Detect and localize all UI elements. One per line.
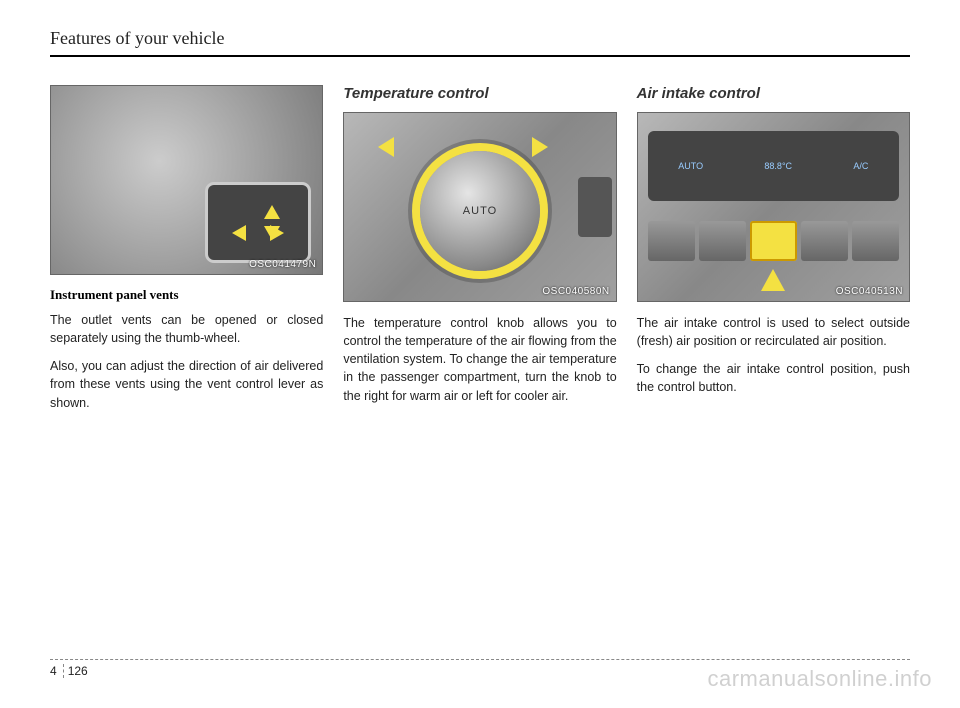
- control-button: [801, 221, 848, 261]
- figure-caption: Instrument panel vents: [50, 287, 323, 303]
- watermark-text: carmanualsonline.info: [707, 666, 932, 692]
- control-button: [852, 221, 899, 261]
- display-temp-label: 88.8°C: [764, 161, 792, 171]
- rotate-right-arrow-icon: [532, 137, 548, 157]
- arrow-up-icon: [264, 205, 280, 219]
- vent-closeup: [208, 185, 308, 260]
- footer-rule: [50, 659, 910, 660]
- figure-instrument-panel-vents: OSC041479N: [50, 85, 323, 275]
- arrow-left-icon: [232, 225, 246, 241]
- button-row: [648, 221, 899, 261]
- section-heading: Temperature control: [343, 85, 616, 102]
- paragraph: The air intake control is used to select…: [637, 314, 910, 350]
- paragraph: The outlet vents can be opened or closed…: [50, 311, 323, 347]
- figure-code-label: OSC040580N: [542, 286, 609, 297]
- paragraph: The temperature control knob allows you …: [343, 314, 616, 405]
- page-header-title: Features of your vehicle: [50, 28, 910, 55]
- control-button: [648, 221, 695, 261]
- column-1: OSC041479N Instrument panel vents The ou…: [50, 85, 323, 422]
- control-button: [699, 221, 746, 261]
- side-display: [578, 177, 612, 237]
- display-ac-label: A/C: [853, 161, 868, 171]
- paragraph: Also, you can adjust the direction of ai…: [50, 357, 323, 411]
- page-number: 126: [68, 664, 88, 678]
- climate-display-panel: AUTO 88.8°C A/C: [648, 131, 899, 201]
- air-intake-button-highlight: [750, 221, 797, 261]
- figure-air-intake-control: AUTO 88.8°C A/C OSC040513N: [637, 112, 910, 302]
- figure-code-label: OSC041479N: [249, 259, 316, 270]
- paragraph: To change the air intake control positio…: [637, 360, 910, 396]
- figure-code-label: OSC040513N: [836, 286, 903, 297]
- section-number: 4: [50, 664, 64, 678]
- rotate-left-arrow-icon: [378, 137, 394, 157]
- header-rule: [50, 55, 910, 57]
- display-auto-label: AUTO: [678, 161, 703, 171]
- arrow-up-icon: [761, 269, 785, 291]
- figure-temperature-control: AUTO OSC040580N: [343, 112, 616, 302]
- column-3: Air intake control AUTO 88.8°C A/C OSC04…: [637, 85, 910, 422]
- content-columns: OSC041479N Instrument panel vents The ou…: [50, 85, 910, 422]
- temperature-knob: AUTO: [420, 151, 540, 271]
- section-heading: Air intake control: [637, 85, 910, 102]
- column-2: Temperature control AUTO OSC040580N The …: [343, 85, 616, 422]
- knob-auto-label: AUTO: [463, 205, 497, 217]
- arrow-right-icon: [270, 225, 284, 241]
